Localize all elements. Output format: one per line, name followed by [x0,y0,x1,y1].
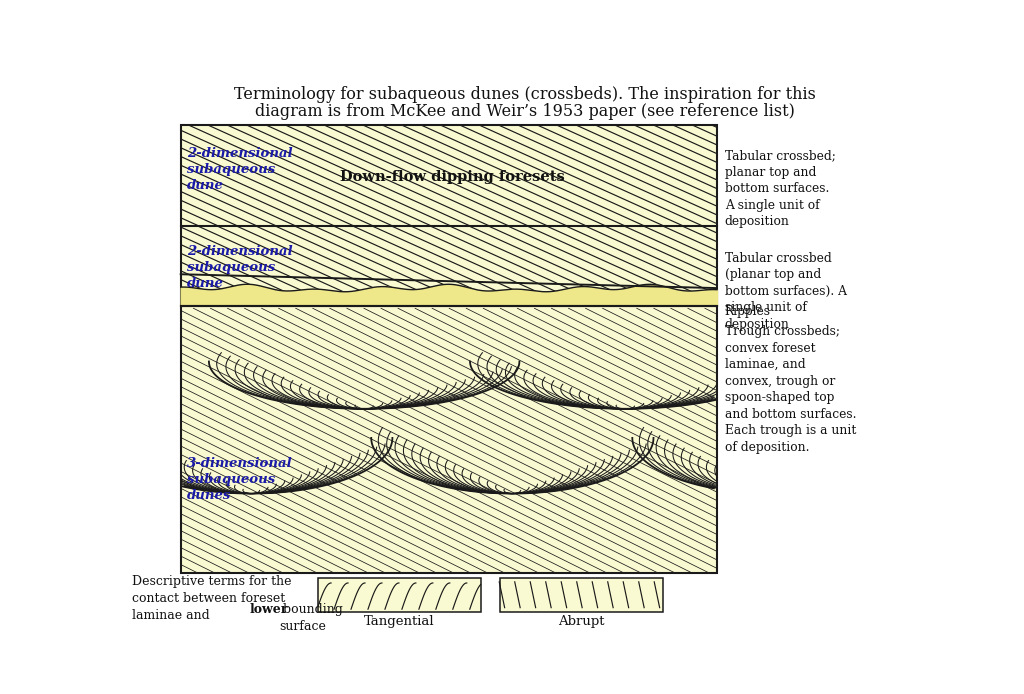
Text: Ripples: Ripples [725,305,771,318]
Text: Down-flow dipping foresets: Down-flow dipping foresets [340,170,564,184]
Text: Tangential: Tangential [364,615,434,627]
Text: 3-dimensional
subaqueous
dunes: 3-dimensional subaqueous dunes [187,457,293,502]
Text: lower: lower [250,603,288,616]
Text: 2-dimensional
subaqueous
dune: 2-dimensional subaqueous dune [187,147,293,192]
Text: bounding
surface: bounding surface [280,603,343,634]
Text: diagram is from McKee and Weir’s 1953 paper (see reference list): diagram is from McKee and Weir’s 1953 pa… [255,103,795,120]
Text: Tabular crossbed;
planar top and
bottom surfaces.
A single unit of
deposition: Tabular crossbed; planar top and bottom … [725,149,836,228]
Text: Abrupt: Abrupt [558,615,604,627]
Text: Descriptive terms for the
contact between foreset
laminae and: Descriptive terms for the contact betwee… [132,575,292,623]
Polygon shape [500,577,663,611]
Polygon shape [317,577,480,611]
Text: Terminology for subaqueous dunes (crossbeds). The inspiration for this: Terminology for subaqueous dunes (crossb… [233,86,816,103]
Text: Tabular crossbed
(planar top and
bottom surfaces). A
single unit of
deposition: Tabular crossbed (planar top and bottom … [725,252,847,331]
Polygon shape [180,125,717,573]
Text: 2-dimensional
subaqueous
dune: 2-dimensional subaqueous dune [187,245,293,290]
Text: Trough crossbeds;
convex foreset
laminae, and
convex, trough or
spoon-shaped top: Trough crossbeds; convex foreset laminae… [725,325,856,454]
